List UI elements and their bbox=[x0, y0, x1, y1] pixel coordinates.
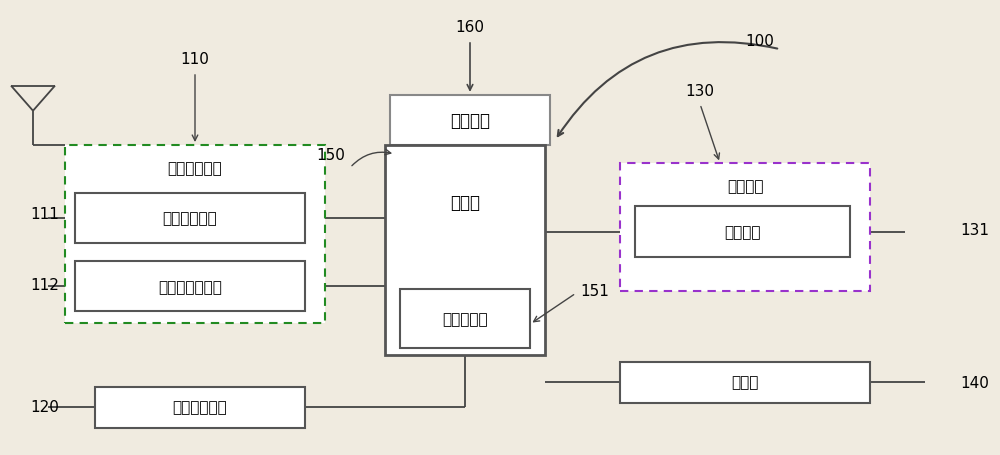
Text: 151: 151 bbox=[580, 284, 609, 298]
Bar bbox=[400, 289, 530, 348]
Bar bbox=[385, 146, 545, 355]
Bar bbox=[635, 207, 850, 257]
Text: 140: 140 bbox=[960, 375, 989, 389]
Text: 110: 110 bbox=[181, 52, 209, 66]
Text: 120: 120 bbox=[30, 399, 59, 414]
Bar bbox=[75, 193, 305, 243]
Text: 130: 130 bbox=[686, 84, 714, 98]
Bar bbox=[95, 387, 305, 428]
Bar bbox=[620, 362, 870, 403]
Bar bbox=[390, 96, 550, 146]
Text: 100: 100 bbox=[746, 34, 774, 48]
Bar bbox=[620, 164, 870, 291]
Bar bbox=[75, 262, 305, 312]
Text: 输出单元: 输出单元 bbox=[727, 179, 763, 194]
Text: 移动通信模块: 移动通信模块 bbox=[163, 211, 217, 226]
Text: 电源单元: 电源单元 bbox=[450, 111, 490, 130]
Text: 150: 150 bbox=[316, 147, 345, 162]
Text: 160: 160 bbox=[456, 20, 484, 35]
Text: 111: 111 bbox=[30, 207, 59, 221]
Text: 多媒体模块: 多媒体模块 bbox=[442, 311, 488, 326]
Text: 用户输入单元: 用户输入单元 bbox=[173, 400, 227, 415]
Text: 无线通信单元: 无线通信单元 bbox=[168, 161, 222, 176]
Text: 无线互联网模块: 无线互联网模块 bbox=[158, 279, 222, 294]
Text: 131: 131 bbox=[960, 222, 989, 237]
Text: 112: 112 bbox=[30, 277, 59, 292]
Bar bbox=[65, 146, 325, 323]
Text: 控制器: 控制器 bbox=[450, 193, 480, 211]
Text: 存储器: 存储器 bbox=[731, 375, 759, 389]
Text: 显示模块: 显示模块 bbox=[724, 225, 761, 239]
